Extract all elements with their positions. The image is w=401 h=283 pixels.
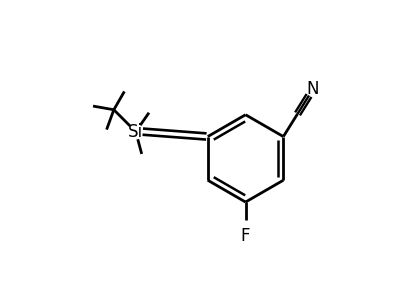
Text: F: F: [241, 227, 250, 245]
Text: N: N: [307, 80, 319, 98]
Text: Si: Si: [128, 123, 143, 141]
